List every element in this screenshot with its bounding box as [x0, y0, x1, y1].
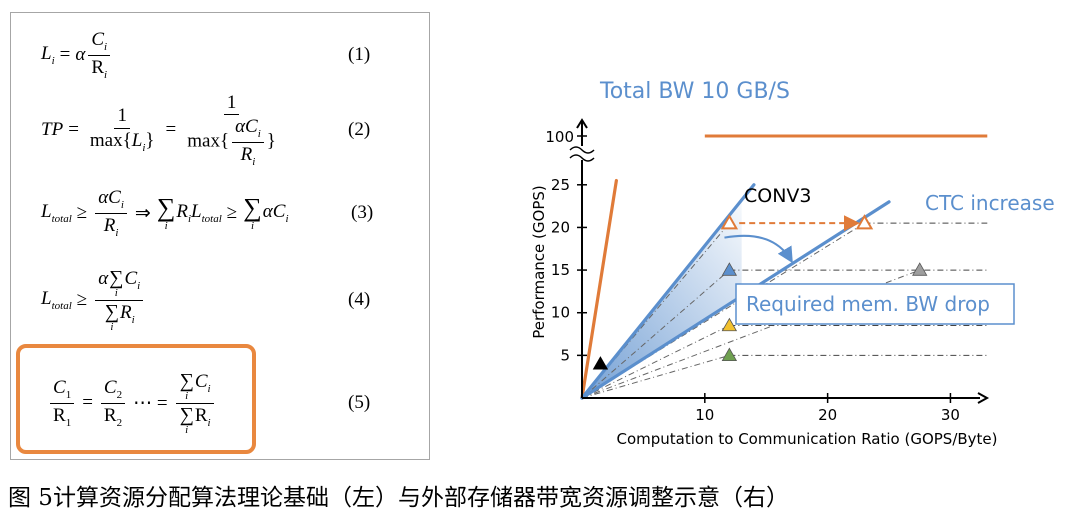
equation-panel: Li = α Ci Ri (1) TP = 1 max{Li} = 1 max{αCi Ri}… — [10, 12, 430, 460]
equation-2-number: (2) — [348, 119, 371, 140]
x-tick-label-20: 20 — [818, 406, 837, 424]
x-tick-label-10: 10 — [695, 406, 714, 424]
equation-4-body: Ltotal ≥ α ∑ i Ci ∑ i Ri — [41, 263, 146, 337]
marker-yellow-5 — [721, 317, 738, 332]
y-axis-arrow — [576, 118, 588, 129]
y-tick-label-25: 25 — [551, 176, 570, 194]
figure-caption: 图 5计算资源分配算法理论基础（左）与外部存储器带宽资源调整示意（右） — [8, 485, 789, 511]
equation-3-body: Ltotal ≥ αCi Ri ⇒ ∑ i RiLtotal ≥ ∑ i αCi — [41, 187, 289, 239]
equation-5-body: C1 R1 = C2 R2 ⋯ = ∑ i Ci ∑ i Ri — [47, 363, 217, 443]
series-line-1 — [580, 183, 756, 400]
annotation-ctc-increase: CTC increase — [925, 191, 1055, 215]
equation-5-highlight-box — [16, 344, 256, 454]
equation-1: Li = α Ci Ri (1) — [11, 25, 429, 85]
marker-orange-1 — [720, 214, 739, 230]
y-axis-label: Performance (GOPS) — [530, 185, 548, 339]
chart-title: Total BW 10 GB/S — [599, 79, 790, 104]
marker-blue-3 — [721, 262, 738, 276]
y-break-tick-label: 100 — [545, 128, 574, 146]
x-axis-label: Computation to Communication Ratio (GOPS… — [617, 430, 998, 448]
marker-black-0 — [592, 356, 609, 370]
bandwidth-chart: Total BW 10 GB/S 5 10 15 20 25 10 20 30 Perform… — [530, 79, 1055, 448]
equation-5-number: (5) — [348, 392, 371, 413]
y-tick-label-20: 20 — [551, 218, 570, 236]
bw-drop-box — [735, 283, 1015, 325]
marker-gray-4 — [912, 262, 928, 276]
equation-4: Ltotal ≥ α ∑ i Ci ∑ i Ri (4) — [11, 263, 429, 337]
marker-orange-2 — [855, 214, 874, 230]
series-line-0 — [580, 178, 618, 400]
annotation-conv3: CONV3 — [744, 185, 812, 207]
equation-3: Ltotal ≥ αCi Ri ⇒ ∑ i RiLtotal ≥ ∑ i αCi (3) — [11, 183, 429, 243]
equation-1-body: Li = α Ci Ri — [41, 25, 113, 85]
equation-2: TP = 1 max{Li} = 1 max{αCi Ri} (2) — [11, 91, 429, 168]
annotation-bw-drop: Required mem. BW drop — [746, 292, 990, 316]
equation-2-body: TP = 1 max{Li} = 1 max{αCi Ri} — [41, 91, 276, 168]
y-tick-label-10: 10 — [551, 304, 570, 322]
marker-green-6 — [721, 347, 738, 362]
equation-3-number: (3) — [351, 202, 374, 223]
equation-5: C1 R1 = C2 R2 ⋯ = ∑ i Ci ∑ i Ri (5) — [11, 363, 429, 443]
equation-1-number: (1) — [348, 44, 371, 65]
y-tick-label-15: 15 — [551, 261, 570, 279]
y-axis-break — [569, 146, 595, 162]
x-tick-label-30: 30 — [941, 406, 960, 424]
y-tick-label-5: 5 — [560, 346, 570, 364]
equation-4-number: (4) — [348, 289, 371, 310]
x-axis-arrow — [977, 392, 990, 404]
guide-line-5 — [581, 325, 730, 399]
plot-area: 5 10 15 20 25 10 20 30 — [551, 118, 990, 424]
bw-drop-arrow — [724, 234, 793, 264]
